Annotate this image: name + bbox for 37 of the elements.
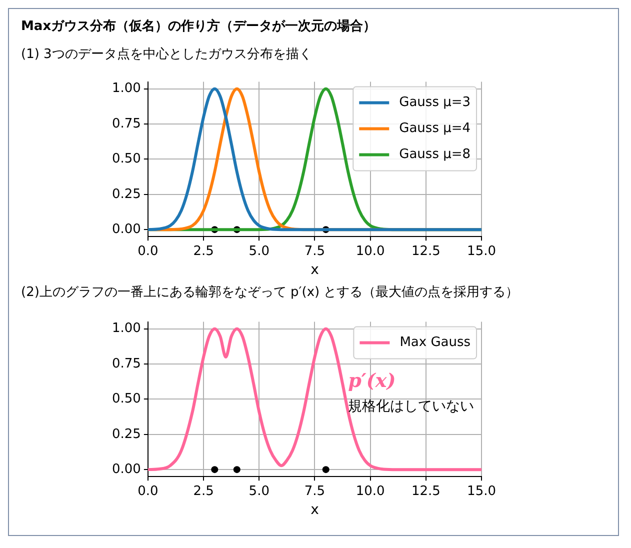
- x-tick-label: 12.5: [411, 484, 440, 499]
- line-series: [148, 87, 482, 232]
- chart-title: (2)上のグラフの一番上にある輪郭をなぞって p′(x) とする（最大値の点を採用する）: [21, 284, 520, 301]
- x-tick-label: 0.0: [138, 244, 158, 259]
- x-tick-label: 7.5: [304, 244, 326, 259]
- x-tick-label: 0.0: [138, 484, 158, 499]
- y-tick-label: 0.25: [112, 426, 141, 442]
- x-tick-label: 10.0: [356, 244, 385, 259]
- legend-label: Gauss μ=8: [399, 147, 471, 162]
- chart-subtitle: (1) 3つのデータ点を中心としたガウス分布を描く: [21, 46, 313, 63]
- x-tick-label: 10.0: [356, 484, 385, 499]
- x-axis-title: x: [310, 262, 319, 278]
- legend-label: Max Gauss: [400, 335, 471, 350]
- y-tick-label: 1.00: [112, 321, 141, 336]
- x-tick-label: 2.5: [193, 484, 214, 499]
- y-tick-label: 0.25: [112, 186, 141, 202]
- chart-title: Maxガウス分布（仮名）の作り方（データが一次元の場合）: [21, 18, 378, 35]
- x-tick-label: 2.5: [193, 244, 214, 259]
- annotation: 規格化はしていない: [348, 398, 474, 415]
- x-tick-label: 5.0: [248, 484, 270, 499]
- y-tick-label: 0.75: [112, 116, 141, 132]
- y-tick-label: 1.00: [112, 81, 141, 96]
- y-tick-label: 0.00: [112, 222, 141, 237]
- y-tick-label: 0.50: [112, 392, 141, 407]
- x-axis-title: x: [310, 502, 319, 518]
- x-tick-label: 15.0: [467, 484, 496, 499]
- x-tick-label: 15.0: [467, 244, 496, 259]
- y-tick-label: 0.00: [112, 462, 141, 477]
- y-tick-label: 0.50: [112, 152, 141, 167]
- y-tick-label: 0.75: [112, 356, 141, 372]
- annotation: p′(x): [348, 370, 396, 392]
- x-tick-label: 5.0: [248, 244, 270, 259]
- legend-label: Gauss μ=3: [399, 95, 471, 110]
- x-tick-label: 7.5: [304, 484, 326, 499]
- line-series: [148, 327, 482, 472]
- legend-label: Gauss μ=4: [399, 121, 471, 136]
- x-tick-label: 12.5: [411, 244, 440, 259]
